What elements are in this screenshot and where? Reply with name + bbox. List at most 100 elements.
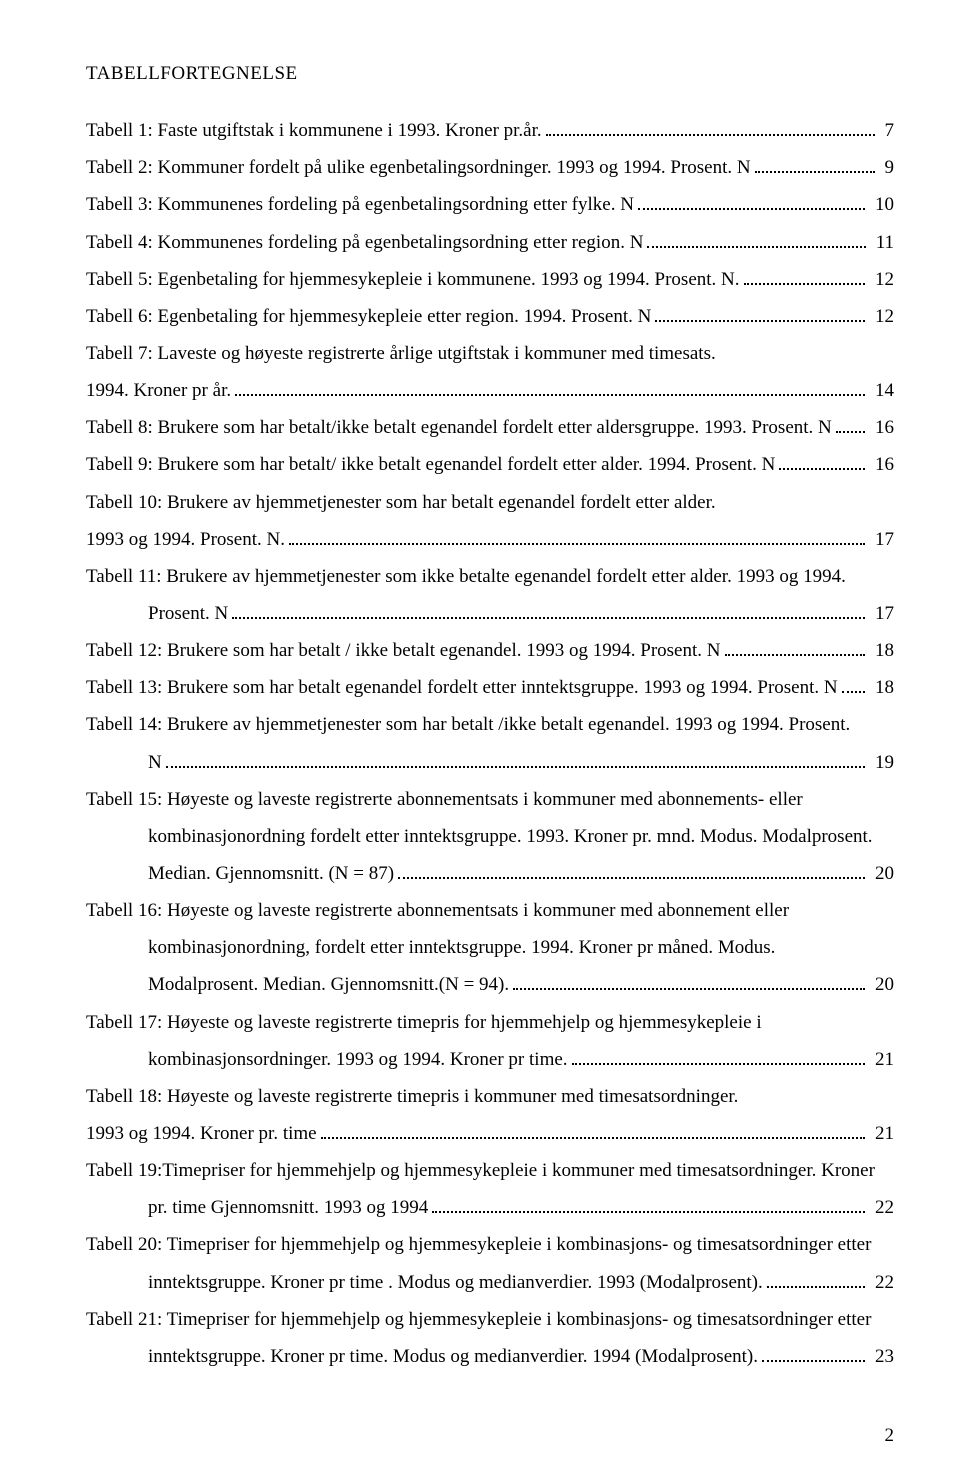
toc-leader-dots bbox=[842, 674, 865, 693]
toc-entry-continuation: Tabell 20: Timepriser for hjemmehjelp og… bbox=[86, 1227, 894, 1262]
toc-entry: Median. Gjennomsnitt. (N = 87) 20 bbox=[86, 856, 894, 891]
toc-entry-page: 22 bbox=[869, 1190, 894, 1225]
toc-leader-dots bbox=[398, 860, 865, 879]
toc-leader-dots bbox=[572, 1046, 865, 1065]
toc-entry-continuation: Tabell 18: Høyeste og laveste registrert… bbox=[86, 1079, 894, 1114]
toc-entry-text: Tabell 5: Egenbetaling for hjemmesykeple… bbox=[86, 262, 740, 297]
toc-leader-dots bbox=[513, 971, 865, 990]
toc-entry: Tabell 13: Brukere som har betalt egenan… bbox=[86, 670, 894, 705]
toc-entry-page: 14 bbox=[869, 373, 894, 408]
toc-entry-text: Tabell 2: Kommuner fordelt på ulike egen… bbox=[86, 150, 751, 185]
toc-entry: N 19 bbox=[86, 745, 894, 780]
toc-entry-continuation: Tabell 16: Høyeste og laveste registrert… bbox=[86, 893, 894, 928]
document-page: TABELLFORTEGNELSE Tabell 1: Faste utgift… bbox=[0, 0, 960, 1481]
toc-entry-text: Tabell 9: Brukere som har betalt/ ikke b… bbox=[86, 447, 775, 482]
toc-entry-text: Prosent. N bbox=[148, 596, 228, 631]
toc-entry-text: N bbox=[148, 745, 162, 780]
toc-entry-page: 20 bbox=[869, 856, 894, 891]
toc-entry-continuation: Tabell 19:Timepriser for hjemmehjelp og … bbox=[86, 1153, 894, 1188]
toc-entry-continuation: Tabell 10: Brukere av hjemmetjenester so… bbox=[86, 485, 894, 520]
toc-leader-dots bbox=[546, 117, 875, 136]
toc-entry-continuation: Tabell 17: Høyeste og laveste registrert… bbox=[86, 1005, 894, 1040]
toc-entry: inntektsgruppe. Kroner pr time. Modus og… bbox=[86, 1339, 894, 1374]
toc-entry-page: 9 bbox=[879, 150, 895, 185]
toc-leader-dots bbox=[725, 637, 866, 656]
toc-entry-text: Tabell 12: Brukere som har betalt / ikke… bbox=[86, 633, 721, 668]
toc-entry: 1994. Kroner pr år. 14 bbox=[86, 373, 894, 408]
toc-entry: Tabell 4: Kommunenes fordeling på egenbe… bbox=[86, 225, 894, 260]
toc-leader-dots bbox=[755, 154, 875, 173]
toc-entry: Tabell 8: Brukere som har betalt/ikke be… bbox=[86, 410, 894, 445]
toc-entry-continuation: Tabell 21: Timepriser for hjemmehjelp og… bbox=[86, 1302, 894, 1337]
toc-entry-text: Tabell 8: Brukere som har betalt/ikke be… bbox=[86, 410, 832, 445]
toc-entry-page: 10 bbox=[869, 187, 894, 222]
toc-entry: kombinasjonsordninger. 1993 og 1994. Kro… bbox=[86, 1042, 894, 1077]
toc-leader-dots bbox=[762, 1343, 865, 1362]
toc-entry-text: pr. time Gjennomsnitt. 1993 og 1994 bbox=[148, 1190, 428, 1225]
toc-leader-dots bbox=[655, 303, 865, 322]
toc-entry-text: 1994. Kroner pr år. bbox=[86, 373, 231, 408]
toc-entry-text: Tabell 4: Kommunenes fordeling på egenbe… bbox=[86, 225, 643, 260]
toc-entry: Prosent. N 17 bbox=[86, 596, 894, 631]
toc-entry-continuation: Tabell 15: Høyeste og laveste registrert… bbox=[86, 782, 894, 817]
toc-leader-dots bbox=[744, 266, 865, 285]
toc-entry-text: 1993 og 1994. Kroner pr. time bbox=[86, 1116, 317, 1151]
toc-entry-text: Modalprosent. Median. Gjennomsnitt.(N = … bbox=[148, 967, 509, 1002]
toc-entry-text: inntektsgruppe. Kroner pr time . Modus o… bbox=[148, 1265, 763, 1300]
toc-leader-dots bbox=[235, 377, 865, 396]
toc-leader-dots bbox=[289, 526, 865, 545]
toc-leader-dots bbox=[166, 748, 865, 767]
toc-leader-dots bbox=[779, 451, 865, 470]
toc-entry-page: 21 bbox=[869, 1042, 894, 1077]
toc-entry-page: 17 bbox=[869, 596, 894, 631]
toc-entry-page: 21 bbox=[869, 1116, 894, 1151]
toc-entry-text: 1993 og 1994. Prosent. N. bbox=[86, 522, 285, 557]
toc-entry-text: inntektsgruppe. Kroner pr time. Modus og… bbox=[148, 1339, 758, 1374]
toc-entry-page: 18 bbox=[869, 633, 894, 668]
toc-entry: Tabell 3: Kommunenes fordeling på egenbe… bbox=[86, 187, 894, 222]
toc-entry-page: 16 bbox=[869, 447, 894, 482]
page-heading: TABELLFORTEGNELSE bbox=[86, 56, 894, 91]
toc-entry: Tabell 12: Brukere som har betalt / ikke… bbox=[86, 633, 894, 668]
toc-entry: inntektsgruppe. Kroner pr time . Modus o… bbox=[86, 1265, 894, 1300]
toc-entry-continuation: Tabell 7: Laveste og høyeste registrerte… bbox=[86, 336, 894, 371]
toc-entry-page: 12 bbox=[869, 299, 894, 334]
toc-leader-dots bbox=[638, 191, 865, 210]
toc-entry-page: 12 bbox=[869, 262, 894, 297]
toc-entry: 1993 og 1994. Kroner pr. time 21 bbox=[86, 1116, 894, 1151]
toc-entry-text: Tabell 1: Faste utgiftstak i kommunene i… bbox=[86, 113, 542, 148]
toc-entry-page: 23 bbox=[869, 1339, 894, 1374]
toc-entry: Tabell 2: Kommuner fordelt på ulike egen… bbox=[86, 150, 894, 185]
toc-entry-page: 19 bbox=[869, 745, 894, 780]
toc-entry-text: Tabell 13: Brukere som har betalt egenan… bbox=[86, 670, 838, 705]
toc-entry: Tabell 9: Brukere som har betalt/ ikke b… bbox=[86, 447, 894, 482]
toc-entry-continuation: Tabell 14: Brukere av hjemmetjenester so… bbox=[86, 707, 894, 742]
toc-leader-dots bbox=[232, 600, 865, 619]
toc-entry: 1993 og 1994. Prosent. N. 17 bbox=[86, 522, 894, 557]
toc-entry-page: 17 bbox=[869, 522, 894, 557]
toc-entry: Tabell 6: Egenbetaling for hjemmesykeple… bbox=[86, 299, 894, 334]
toc-entry-text: Tabell 3: Kommunenes fordeling på egenbe… bbox=[86, 187, 634, 222]
toc-leader-dots bbox=[321, 1120, 865, 1139]
toc-entry-page: 20 bbox=[869, 967, 894, 1002]
page-number: 2 bbox=[885, 1418, 895, 1453]
toc-entry: Tabell 5: Egenbetaling for hjemmesykeple… bbox=[86, 262, 894, 297]
toc-entry-page: 16 bbox=[869, 410, 894, 445]
toc-entry-continuation: kombinasjonordning, fordelt etter inntek… bbox=[86, 930, 894, 965]
toc-leader-dots bbox=[767, 1268, 865, 1287]
toc-leader-dots bbox=[836, 414, 865, 433]
toc-entry-page: 22 bbox=[869, 1265, 894, 1300]
toc-entry: Modalprosent. Median. Gjennomsnitt.(N = … bbox=[86, 967, 894, 1002]
toc-entry-text: Tabell 6: Egenbetaling for hjemmesykeple… bbox=[86, 299, 651, 334]
toc-entry-continuation: Tabell 11: Brukere av hjemmetjenester so… bbox=[86, 559, 894, 594]
toc-leader-dots bbox=[647, 228, 865, 247]
toc-entry: Tabell 1: Faste utgiftstak i kommunene i… bbox=[86, 113, 894, 148]
toc-entry-text: Median. Gjennomsnitt. (N = 87) bbox=[148, 856, 394, 891]
table-of-contents: Tabell 1: Faste utgiftstak i kommunene i… bbox=[86, 113, 894, 1374]
toc-entry-continuation: kombinasjonordning fordelt etter inntekt… bbox=[86, 819, 894, 854]
toc-entry-page: 11 bbox=[870, 225, 894, 260]
toc-entry-text: kombinasjonsordninger. 1993 og 1994. Kro… bbox=[148, 1042, 568, 1077]
toc-entry-page: 18 bbox=[869, 670, 894, 705]
toc-entry: pr. time Gjennomsnitt. 1993 og 1994 22 bbox=[86, 1190, 894, 1225]
toc-entry-page: 7 bbox=[879, 113, 895, 148]
